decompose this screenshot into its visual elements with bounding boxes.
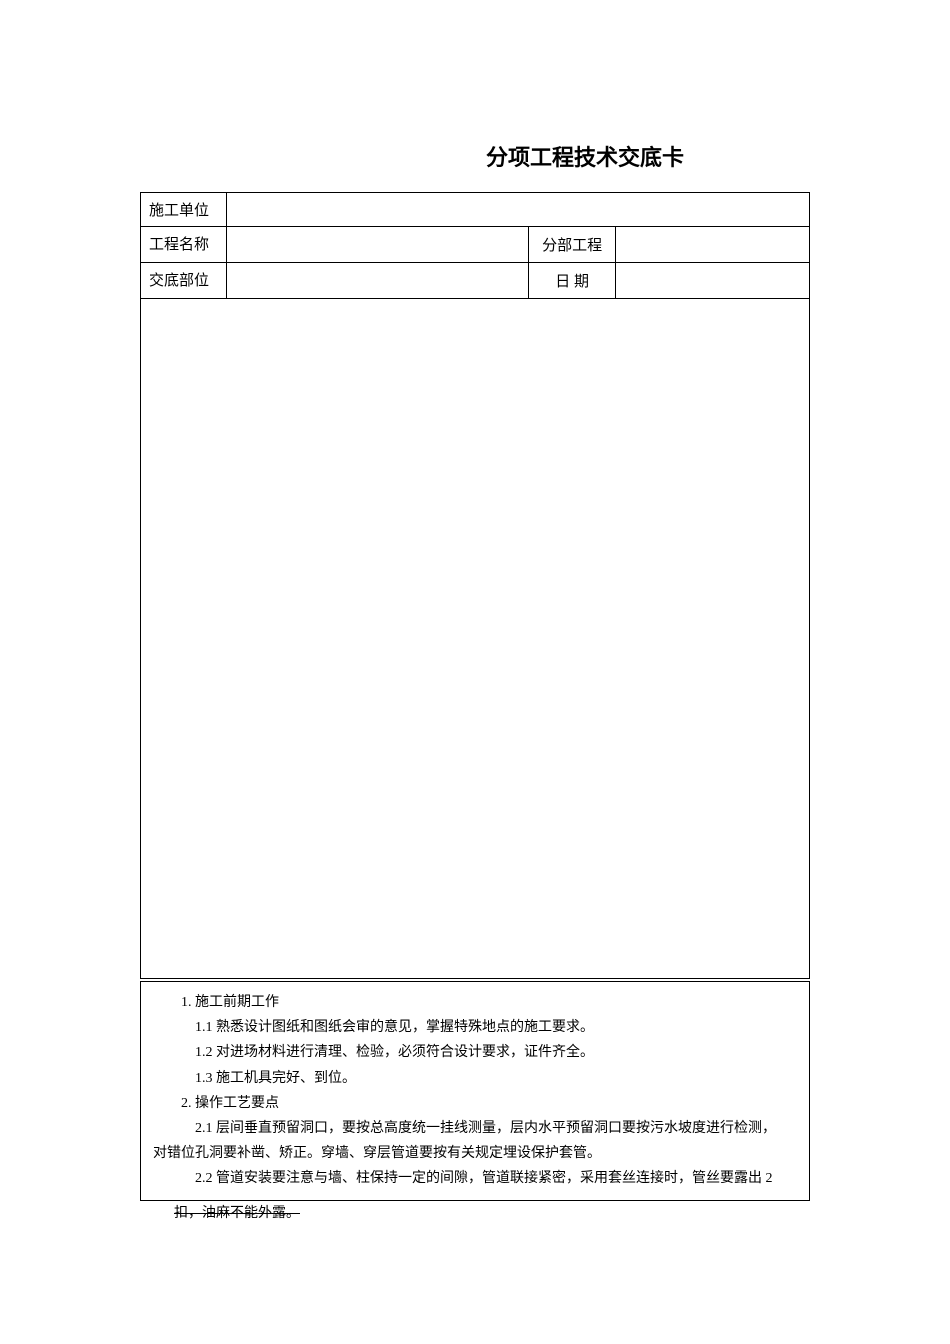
overflow-text: 扣，油麻不能外露。 <box>140 1201 810 1226</box>
label-date: 日 期 <box>529 263 615 299</box>
label-disclosure-part: 交底部位 <box>141 263 227 299</box>
label-project-name: 工程名称 <box>141 227 227 263</box>
item-2-2: 2.2 管道安装要注意与墙、柱保持一定的间隙，管道联接紧密，采用套丝连接时，管丝… <box>153 1166 797 1191</box>
table-row: 交底部位 日 期 <box>141 263 810 299</box>
value-sub-project <box>615 227 809 263</box>
content-box: 1. 施工前期工作 1.1 熟悉设计图纸和图纸会审的意见，掌握特殊地点的施工要求… <box>140 981 810 1201</box>
label-sub-project: 分部工程 <box>529 227 615 263</box>
label-construction-unit: 施工单位 <box>141 193 227 227</box>
table-row: 工程名称 分部工程 <box>141 227 810 263</box>
item-2-1-continued: 对错位孔洞要补凿、矫正。穿墙、穿层管道要按有关规定埋设保护套管。 <box>153 1141 797 1166</box>
page-title: 分项工程技术交底卡 <box>140 140 810 172</box>
item-1-2: 1.2 对进场材料进行清理、检验，必须符合设计要求，证件齐全。 <box>153 1040 797 1065</box>
value-project-name <box>227 227 529 263</box>
item-1-1: 1.1 熟悉设计图纸和图纸会审的意见，掌握特殊地点的施工要求。 <box>153 1015 797 1040</box>
value-construction-unit <box>227 193 810 227</box>
section-1-title: 1. 施工前期工作 <box>153 990 797 1015</box>
header-table: 施工单位 工程名称 分部工程 交底部位 日 期 <box>140 192 810 299</box>
value-disclosure-part <box>227 263 529 299</box>
item-2-1: 2.1 层间垂直预留洞口，要按总高度统一挂线测量，层内水平预留洞口要按污水坡度进… <box>153 1116 797 1141</box>
table-row: 施工单位 <box>141 193 810 227</box>
item-1-3: 1.3 施工机具完好、到位。 <box>153 1066 797 1091</box>
section-2-title: 2. 操作工艺要点 <box>153 1091 797 1116</box>
value-date <box>615 263 809 299</box>
blank-content-area <box>140 299 810 979</box>
